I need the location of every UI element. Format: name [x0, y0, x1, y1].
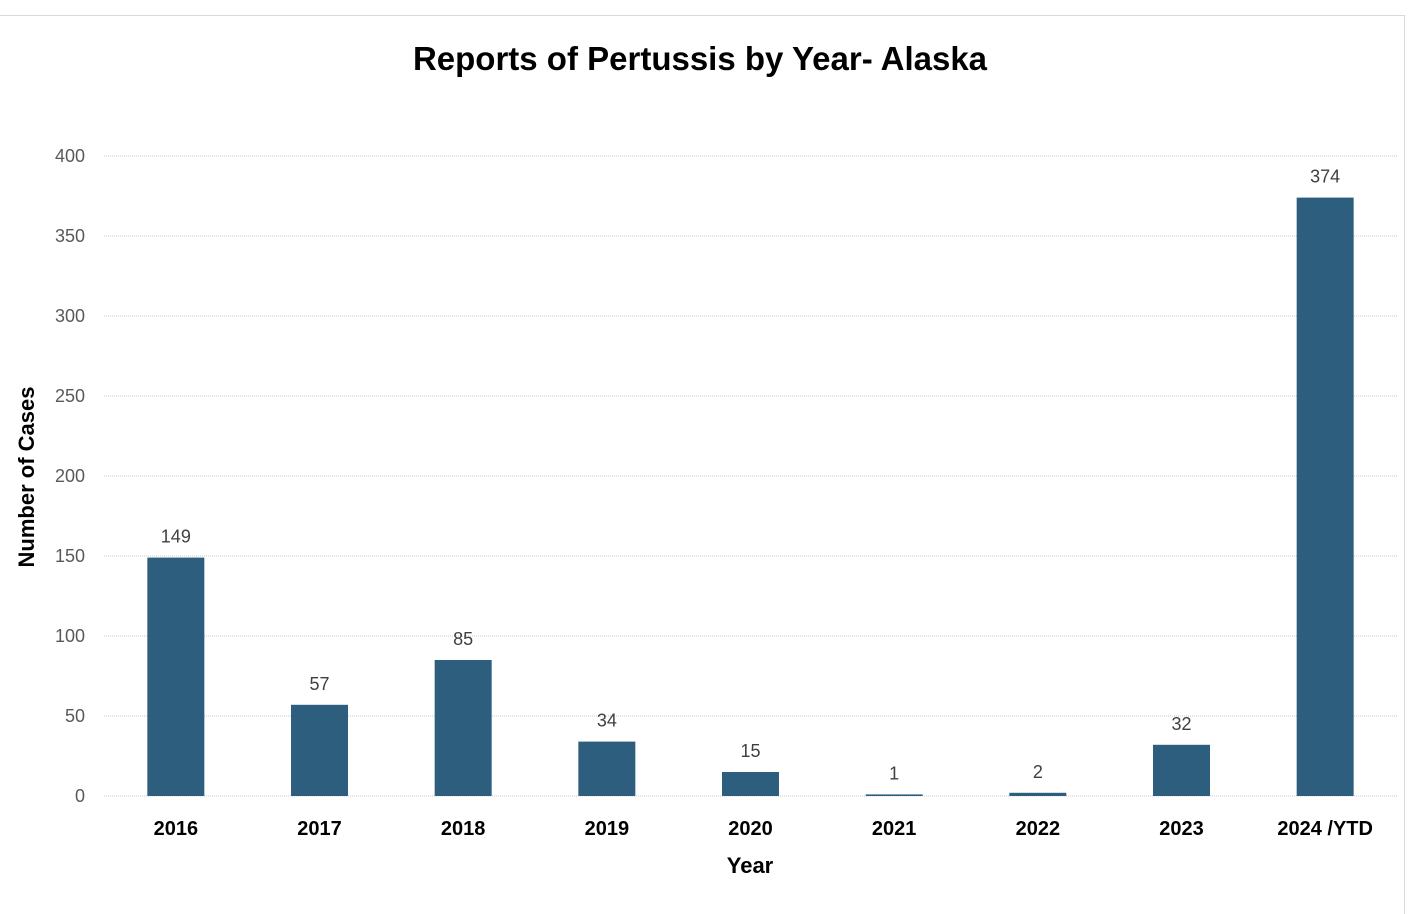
y-tick-label: 250 [55, 386, 85, 406]
y-tick-label: 100 [55, 626, 85, 646]
data-label: 374 [1310, 167, 1340, 187]
y-tick-label: 350 [55, 226, 85, 246]
gridlines [104, 155, 1397, 797]
data-label: 85 [453, 629, 473, 649]
data-label: 57 [309, 674, 329, 694]
bar-2019 [578, 741, 636, 796]
y-tick-label: 200 [55, 466, 85, 486]
y-tick-label: 150 [55, 546, 85, 566]
bar-2022 [1009, 792, 1067, 796]
bar-2018 [434, 660, 492, 796]
x-tick-label: 2021 [872, 818, 917, 840]
data-label: 1 [889, 763, 899, 783]
bar-2021 [865, 794, 923, 796]
x-tick-label: 2022 [1016, 818, 1061, 840]
y-axis-title: Number of Cases [14, 387, 39, 568]
data-label: 2 [1033, 762, 1043, 782]
bar-2020 [722, 772, 779, 796]
data-label: 15 [740, 741, 760, 761]
y-tick-label: 300 [55, 306, 85, 326]
x-tick-label: 2018 [441, 818, 486, 840]
y-tick-label: 400 [55, 146, 85, 166]
x-tick-label: 2019 [585, 818, 630, 840]
data-label: 34 [597, 711, 617, 731]
y-axis-ticks: 0 50 100 150 200 250 300 350 400 [55, 146, 85, 806]
y-tick-label: 50 [65, 706, 85, 726]
bar-2017 [291, 704, 348, 796]
y-tick-label: 0 [75, 786, 85, 806]
x-axis-title: Year [727, 853, 774, 878]
x-tick-label: 2017 [297, 818, 342, 840]
x-tick-label: 2020 [728, 818, 773, 840]
bar-2016 [147, 557, 205, 796]
x-tick-label: 2023 [1159, 818, 1204, 840]
bar-2023 [1153, 744, 1210, 796]
bar-2024-YTD [1296, 197, 1354, 797]
data-label: 32 [1171, 714, 1191, 734]
data-labels: 149 57 85 34 15 1 2 32 374 [161, 167, 1340, 784]
x-tick-label: 2016 [154, 818, 199, 840]
x-axis-ticks: 2016 2017 2018 2019 2020 2021 2022 2023 2024 /YT… [154, 818, 1373, 840]
bars [147, 197, 1354, 797]
x-tick-label: 2024 /YTD [1277, 818, 1373, 840]
chart-title: Reports of Pertussis by Year- Alaska [413, 40, 988, 77]
data-label: 149 [161, 527, 191, 547]
